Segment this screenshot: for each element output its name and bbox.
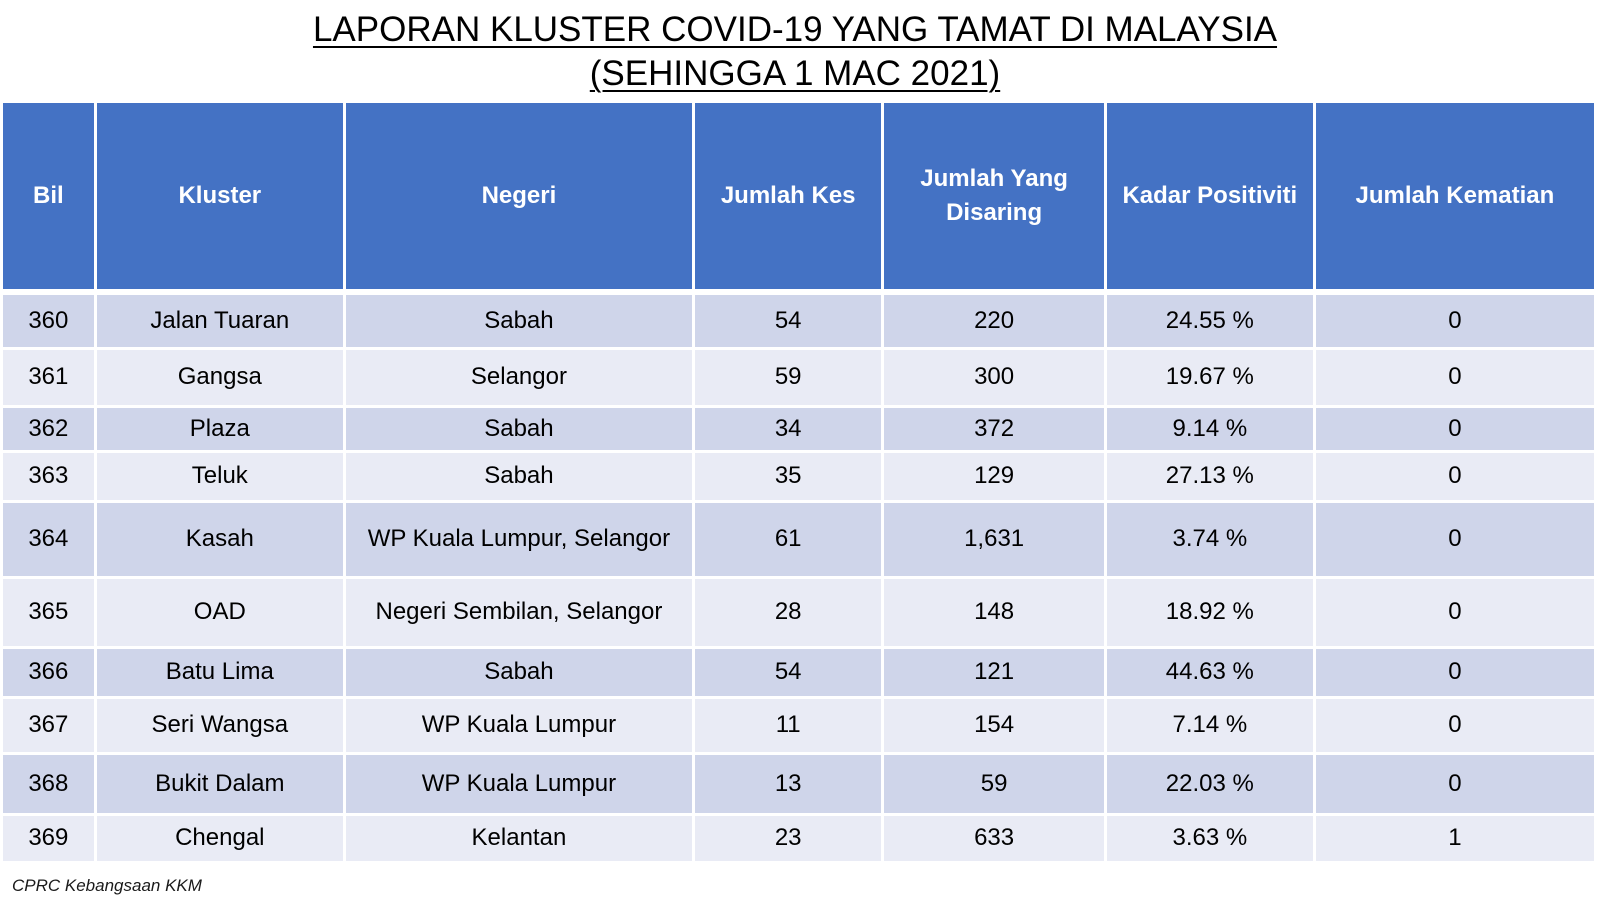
report-title: LAPORAN KLUSTER COVID-19 YANG TAMAT DI M… [0, 8, 1590, 96]
source-footnote: CPRC Kebangsaan KKM [12, 876, 202, 895]
cell-jumlah-disaring: 59 [881, 751, 1107, 816]
cell-kadar-positiviti: 19.67 % [1103, 346, 1316, 408]
table-row: 364 Kasah WP Kuala Lumpur, Selangor 61 1… [0, 499, 1598, 579]
cell-jumlah-kes: 13 [691, 751, 885, 816]
report-title-line-1: LAPORAN KLUSTER COVID-19 YANG TAMAT DI M… [312, 10, 1278, 49]
cell-jumlah-kematian: 0 [1312, 449, 1598, 503]
cell-jumlah-kematian: 0 [1312, 499, 1598, 579]
column-header-jumlah-kes: Jumlah Kes [691, 100, 885, 295]
cell-jumlah-kematian: 1 [1312, 812, 1598, 864]
cell-jumlah-disaring: 372 [881, 404, 1107, 453]
cell-jumlah-kes: 28 [691, 575, 885, 649]
header-row: Bil Kluster Negeri Jumlah Kes Jumlah Yan… [0, 100, 1598, 295]
cell-negeri: Kelantan [342, 812, 695, 864]
cell-jumlah-kematian: 0 [1312, 751, 1598, 816]
cell-jumlah-disaring: 220 [881, 290, 1107, 350]
column-header-negeri: Negeri [342, 100, 695, 295]
cell-negeri: Negeri Sembilan, Selangor [342, 575, 695, 649]
cell-jumlah-kes: 35 [691, 449, 885, 503]
cell-jumlah-kes: 11 [691, 695, 885, 755]
cell-kluster: Chengal [93, 812, 346, 864]
cell-kadar-positiviti: 22.03 % [1103, 751, 1316, 816]
cell-kluster: Teluk [93, 449, 346, 503]
cell-negeri: Sabah [342, 449, 695, 503]
table-row: 361 Gangsa Selangor 59 300 19.67 % 0 [0, 346, 1598, 408]
table-row: 360 Jalan Tuaran Sabah 54 220 24.55 % 0 [0, 290, 1598, 350]
cell-bil: 361 [0, 346, 97, 408]
cell-negeri: Sabah [342, 645, 695, 699]
cell-kadar-positiviti: 9.14 % [1103, 404, 1316, 453]
table-row: 362 Plaza Sabah 34 372 9.14 % 0 [0, 404, 1598, 453]
table-row: 369 Chengal Kelantan 23 633 3.63 % 1 [0, 812, 1598, 864]
cell-bil: 365 [0, 575, 97, 649]
cell-jumlah-kes: 34 [691, 404, 885, 453]
cell-jumlah-disaring: 154 [881, 695, 1107, 755]
cell-kadar-positiviti: 44.63 % [1103, 645, 1316, 699]
column-header-bil: Bil [0, 100, 97, 295]
cell-kluster: OAD [93, 575, 346, 649]
cell-negeri: WP Kuala Lumpur [342, 751, 695, 816]
cell-jumlah-disaring: 148 [881, 575, 1107, 649]
cell-jumlah-disaring: 129 [881, 449, 1107, 503]
cell-kluster: Plaza [93, 404, 346, 453]
cell-kadar-positiviti: 24.55 % [1103, 290, 1316, 350]
cell-kadar-positiviti: 7.14 % [1103, 695, 1316, 755]
cell-jumlah-kes: 54 [691, 290, 885, 350]
cell-jumlah-kematian: 0 [1312, 346, 1598, 408]
cell-jumlah-kes: 54 [691, 645, 885, 699]
cell-jumlah-disaring: 300 [881, 346, 1107, 408]
cell-kluster: Bukit Dalam [93, 751, 346, 816]
cell-kadar-positiviti: 18.92 % [1103, 575, 1316, 649]
column-header-kluster: Kluster [93, 100, 346, 295]
cell-bil: 362 [0, 404, 97, 453]
cell-jumlah-disaring: 121 [881, 645, 1107, 699]
table-row: 366 Batu Lima Sabah 54 121 44.63 % 0 [0, 645, 1598, 699]
cell-bil: 368 [0, 751, 97, 816]
column-header-jumlah-kematian: Jumlah Kematian [1312, 100, 1598, 295]
cell-negeri: Selangor [342, 346, 695, 408]
cell-jumlah-kematian: 0 [1312, 404, 1598, 453]
cell-kluster: Seri Wangsa [93, 695, 346, 755]
cell-kadar-positiviti: 27.13 % [1103, 449, 1316, 503]
column-header-jumlah-disaring: Jumlah Yang Disaring [881, 100, 1107, 295]
cell-negeri: Sabah [342, 404, 695, 453]
cell-bil: 364 [0, 499, 97, 579]
cell-kluster: Kasah [93, 499, 346, 579]
cell-negeri: WP Kuala Lumpur [342, 695, 695, 755]
cell-jumlah-disaring: 1,631 [881, 499, 1107, 579]
cell-jumlah-disaring: 633 [881, 812, 1107, 864]
cell-kluster: Gangsa [93, 346, 346, 408]
cell-negeri: Sabah [342, 290, 695, 350]
cell-jumlah-kematian: 0 [1312, 695, 1598, 755]
cell-negeri: WP Kuala Lumpur, Selangor [342, 499, 695, 579]
report-title-line-2: (SEHINGGA 1 MAC 2021) [589, 54, 1001, 93]
cell-bil: 363 [0, 449, 97, 503]
cell-jumlah-kes: 59 [691, 346, 885, 408]
cell-kadar-positiviti: 3.63 % [1103, 812, 1316, 864]
cell-kluster: Batu Lima [93, 645, 346, 699]
column-header-kadar-positiviti: Kadar Positiviti [1103, 100, 1316, 295]
cell-jumlah-kematian: 0 [1312, 575, 1598, 649]
cell-jumlah-kematian: 0 [1312, 645, 1598, 699]
table-row: 368 Bukit Dalam WP Kuala Lumpur 13 59 22… [0, 751, 1598, 816]
cell-jumlah-kes: 61 [691, 499, 885, 579]
cell-kadar-positiviti: 3.74 % [1103, 499, 1316, 579]
cell-kluster: Jalan Tuaran [93, 290, 346, 350]
cluster-table: Bil Kluster Negeri Jumlah Kes Jumlah Yan… [0, 100, 1598, 864]
table-row: 365 OAD Negeri Sembilan, Selangor 28 148… [0, 575, 1598, 649]
cell-jumlah-kes: 23 [691, 812, 885, 864]
cell-bil: 366 [0, 645, 97, 699]
cell-bil: 369 [0, 812, 97, 864]
cell-jumlah-kematian: 0 [1312, 290, 1598, 350]
cell-bil: 367 [0, 695, 97, 755]
table-row: 363 Teluk Sabah 35 129 27.13 % 0 [0, 449, 1598, 503]
table-row: 367 Seri Wangsa WP Kuala Lumpur 11 154 7… [0, 695, 1598, 755]
cell-bil: 360 [0, 290, 97, 350]
